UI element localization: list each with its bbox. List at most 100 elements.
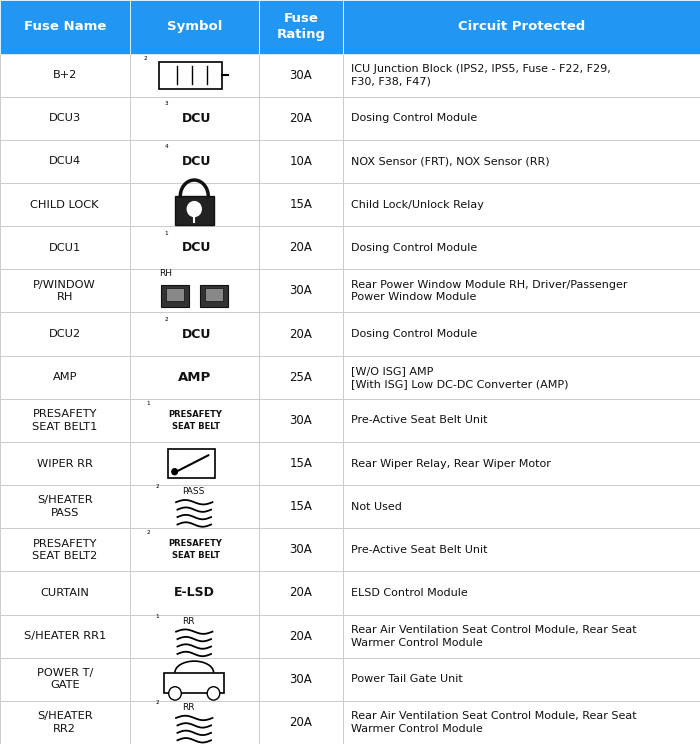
Text: 20A: 20A [290,716,312,729]
Bar [343,97,700,140]
Text: ¹: ¹ [155,614,160,623]
Bar [0,615,130,658]
Bar [0,701,130,744]
Bar [0,658,130,701]
Text: DCU3: DCU3 [48,113,81,124]
Text: Circuit Protected: Circuit Protected [458,20,585,33]
Bar [130,528,259,571]
Bar [130,183,259,226]
Text: DCU4: DCU4 [49,156,80,167]
Bar [343,183,700,226]
Text: Dosing Control Module: Dosing Control Module [351,329,477,339]
Bar [130,485,259,528]
Bar [0,226,130,269]
Text: ²: ² [146,530,150,539]
Bar [259,701,343,744]
Text: Rear Wiper Relay, Rear Wiper Motor: Rear Wiper Relay, Rear Wiper Motor [351,458,552,469]
Circle shape [169,687,181,700]
Text: CHILD LOCK: CHILD LOCK [31,199,99,210]
Text: AMP: AMP [52,372,77,382]
Bar [259,658,343,701]
Text: 20A: 20A [290,629,312,643]
Text: RR: RR [181,703,194,712]
Bar [343,571,700,615]
Text: DCU: DCU [182,112,211,125]
Bar [130,356,259,399]
Text: WIPER RR: WIPER RR [37,458,92,469]
Text: Dosing Control Module: Dosing Control Module [351,243,477,253]
Text: Pre-Active Seat Belt Unit: Pre-Active Seat Belt Unit [351,545,488,555]
Text: E-LSD: E-LSD [174,586,215,600]
Text: PRESAFETY: PRESAFETY [169,410,223,419]
Text: PRESAFETY
SEAT BELT2: PRESAFETY SEAT BELT2 [32,539,97,561]
Text: S/HEATER RR1: S/HEATER RR1 [24,631,106,641]
Bar [259,97,343,140]
Bar [259,485,343,528]
Bar [0,140,130,183]
Text: 30A: 30A [290,673,312,686]
Bar [0,399,130,442]
Bar [200,285,228,307]
Text: PRESAFETY
SEAT BELT1: PRESAFETY SEAT BELT1 [32,409,97,432]
Bar [343,356,700,399]
Text: DCU1: DCU1 [48,243,81,253]
Text: ³: ³ [164,101,169,110]
Bar [130,571,259,615]
Bar [343,615,700,658]
Bar [259,140,343,183]
Bar [343,226,700,269]
Bar [0,356,130,399]
Text: 15A: 15A [290,457,312,470]
Text: 30A: 30A [290,284,312,298]
Bar [160,62,223,89]
Bar [130,701,259,744]
Text: ²: ² [155,700,160,709]
Bar [130,97,259,140]
Text: SEAT BELT: SEAT BELT [172,422,220,431]
Text: DCU: DCU [182,327,211,341]
Circle shape [172,469,178,475]
Bar [0,97,130,140]
Bar [343,0,700,54]
Text: 20A: 20A [290,112,312,125]
Text: Rear Air Ventilation Seat Control Module, Rear Seat
Warmer Control Module: Rear Air Ventilation Seat Control Module… [351,625,637,647]
Bar [0,528,130,571]
Bar [343,658,700,701]
Bar [130,269,259,312]
Bar [259,183,343,226]
Bar [160,285,188,307]
Bar [175,196,214,225]
Bar [259,571,343,615]
Text: 30A: 30A [290,414,312,427]
Text: 30A: 30A [290,543,312,557]
Text: Child Lock/Unlock Relay: Child Lock/Unlock Relay [351,199,484,210]
Text: DCU: DCU [182,241,211,254]
Bar [204,288,223,301]
Bar [165,288,183,301]
Text: ²: ² [155,484,160,493]
Text: 20A: 20A [290,586,312,600]
Bar [259,356,343,399]
Bar [343,528,700,571]
Bar [343,701,700,744]
Bar [259,54,343,97]
Text: SEAT BELT: SEAT BELT [172,551,220,560]
Bar [0,183,130,226]
Bar [0,269,130,312]
Bar [130,399,259,442]
Text: P/WINDOW
RH: P/WINDOW RH [34,280,96,302]
Text: NOX Sensor (FRT), NOX Sensor (RR): NOX Sensor (FRT), NOX Sensor (RR) [351,156,550,167]
Text: 20A: 20A [290,327,312,341]
Bar [259,226,343,269]
Bar [343,269,700,312]
Text: 15A: 15A [290,198,312,211]
Text: Fuse
Rating: Fuse Rating [276,13,326,41]
Bar [164,673,224,693]
Text: ¹: ¹ [164,231,169,240]
Text: RR: RR [181,617,194,626]
Text: 30A: 30A [290,68,312,82]
Bar [130,140,259,183]
Bar [343,399,700,442]
Bar [167,449,216,478]
Text: CURTAIN: CURTAIN [41,588,89,598]
